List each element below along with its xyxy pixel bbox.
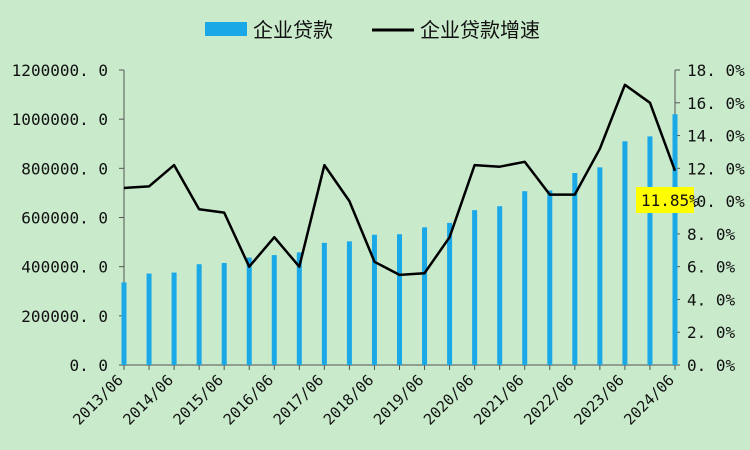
y-right-tick-label: 16. 0% bbox=[687, 94, 745, 113]
bar bbox=[497, 206, 503, 365]
bar bbox=[397, 234, 402, 365]
y-right-tick-label: 8. 0% bbox=[687, 225, 736, 244]
x-tick-label: 2016/06 bbox=[220, 371, 277, 428]
x-tick-label: 2024/06 bbox=[620, 371, 677, 428]
x-tick-label: 2013/06 bbox=[69, 371, 126, 428]
y-right-tick-label: 6. 0% bbox=[687, 258, 736, 277]
bar-series bbox=[121, 114, 678, 365]
bar bbox=[146, 273, 152, 365]
y-left-tick-label: 1000000. 0 bbox=[12, 110, 108, 129]
y-left-tick-label: 800000. 0 bbox=[21, 159, 108, 178]
legend-bar-swatch bbox=[205, 22, 247, 36]
bar bbox=[171, 272, 177, 365]
bar bbox=[622, 141, 628, 365]
x-tick-label: 2023/06 bbox=[570, 371, 627, 428]
bar bbox=[221, 262, 227, 365]
callout-background bbox=[636, 187, 694, 213]
legend: 企业贷款 企业贷款增速 bbox=[205, 18, 540, 42]
line-series bbox=[123, 83, 677, 277]
bar bbox=[547, 190, 553, 365]
axes: 0. 0 200000. 0 400000. 0 600000. 0 800000. 0… bbox=[12, 61, 745, 429]
bar bbox=[447, 222, 453, 365]
y-left-tick-label: 600000. 0 bbox=[21, 209, 108, 228]
bar bbox=[597, 167, 603, 365]
y-left-tick-label: 200000. 0 bbox=[21, 307, 108, 326]
bar bbox=[121, 282, 127, 365]
x-tick-label: 2014/06 bbox=[119, 371, 176, 428]
x-tick-label: 2017/06 bbox=[270, 371, 327, 428]
callout-label: 11.85% bbox=[641, 191, 699, 210]
y-right-tick-label: 14. 0% bbox=[687, 127, 745, 146]
y-left-tick-label: 1200000. 0 bbox=[12, 61, 108, 80]
bar bbox=[296, 252, 302, 365]
bar bbox=[572, 173, 578, 365]
x-tick-label: 2020/06 bbox=[420, 371, 477, 428]
x-tick-label: 2015/06 bbox=[170, 371, 227, 428]
x-tick-label: 2022/06 bbox=[520, 371, 577, 428]
y-right-tick-label: 4. 0% bbox=[687, 290, 736, 309]
bar bbox=[346, 241, 352, 365]
bar bbox=[196, 264, 202, 365]
y-left-tick-label: 400000. 0 bbox=[21, 258, 108, 277]
x-tick-label: 2019/06 bbox=[370, 371, 427, 428]
value-callout: 11.85% bbox=[636, 187, 699, 213]
bar bbox=[321, 242, 327, 365]
legend-line-label: 企业贷款增速 bbox=[420, 18, 540, 42]
bar bbox=[672, 114, 678, 365]
y-right-tick-label: 10. 0% bbox=[687, 192, 745, 211]
bar bbox=[246, 257, 252, 365]
bar bbox=[647, 136, 653, 365]
line-path bbox=[123, 83, 677, 277]
y-right-tick-label: 18. 0% bbox=[687, 61, 745, 80]
x-tick-label: 2018/06 bbox=[320, 371, 377, 428]
bar bbox=[271, 255, 277, 365]
y-right-tick-label: 0. 0% bbox=[687, 356, 736, 375]
y-right-tick-label: 12. 0% bbox=[687, 159, 745, 178]
bar bbox=[371, 234, 377, 365]
bar bbox=[522, 191, 528, 365]
y-right-tick-label: 2. 0% bbox=[687, 323, 736, 342]
bar bbox=[422, 227, 428, 365]
bar bbox=[472, 210, 478, 365]
x-tick-label: 2021/06 bbox=[470, 371, 527, 428]
y-left-tick-label: 0. 0 bbox=[69, 356, 108, 375]
legend-bar-label: 企业贷款 bbox=[253, 18, 333, 42]
